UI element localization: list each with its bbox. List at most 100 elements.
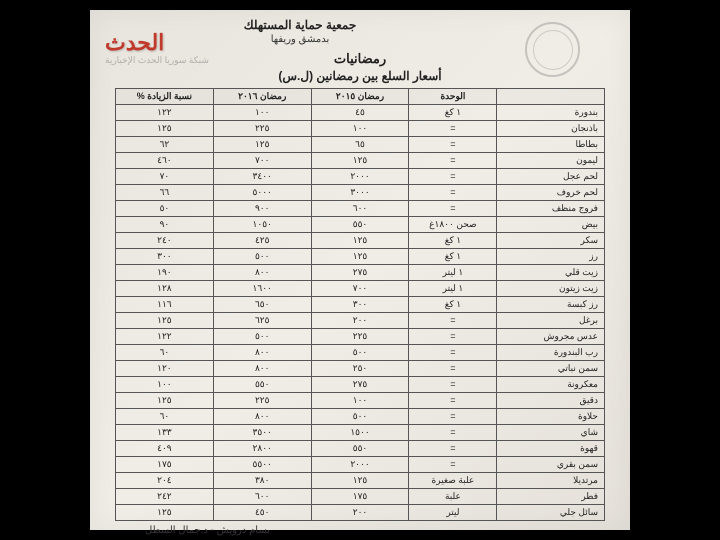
table-cell: ١٣٣: [116, 425, 214, 441]
table-cell: علبة صغيرة: [409, 473, 497, 489]
table-cell: ٤٥٠: [213, 505, 311, 521]
table-cell: ٢٥٠: [311, 361, 409, 377]
table-cell: زيت قلي: [497, 265, 605, 281]
table-cell: ١ ليتر: [409, 281, 497, 297]
table-cell: ٤٠٩: [116, 441, 214, 457]
table-row: رز١ كغ١٢٥٥٠٠٣٠٠: [116, 249, 605, 265]
table-cell: فروج منظف: [497, 201, 605, 217]
table-row: مرتديلاعلبة صغيرة١٢٥٣٨٠٢٠٤: [116, 473, 605, 489]
table-cell: ١٠٠: [116, 377, 214, 393]
document-page: الحدث شبكة سوريا الحدث الإخبارية جمعية ح…: [90, 10, 630, 530]
table-cell: سمن بقري: [497, 457, 605, 473]
table-cell: ١٢٥: [311, 473, 409, 489]
table-cell: ٢٠٠٠: [311, 457, 409, 473]
table-cell: =: [409, 457, 497, 473]
table-cell: شاي: [497, 425, 605, 441]
table-row: شاي=١٥٠٠٣٥٠٠١٣٣: [116, 425, 605, 441]
table-cell: ٤٢٥: [213, 233, 311, 249]
table-cell: ٨٠٠: [213, 361, 311, 377]
table-cell: ١٠٥٠: [213, 217, 311, 233]
table-cell: ١٧٥: [311, 489, 409, 505]
table-cell: ١٩٠: [116, 265, 214, 281]
table-cell: علبة: [409, 489, 497, 505]
table-cell: =: [409, 121, 497, 137]
table-cell: ٦٠: [116, 409, 214, 425]
table-cell: ٥٥٠: [213, 377, 311, 393]
table-cell: باذنجان: [497, 121, 605, 137]
table-cell: سمن نباتي: [497, 361, 605, 377]
table-cell: ١٥٠٠: [311, 425, 409, 441]
table-cell: =: [409, 169, 497, 185]
table-cell: عدس مجروش: [497, 329, 605, 345]
table-row: فروج منظف=٦٠٠٩٠٠٥٠: [116, 201, 605, 217]
table-cell: ٥٠٠: [311, 409, 409, 425]
table-row: بيضصحن ١٨٠٠غ٥٥٠١٠٥٠٩٠: [116, 217, 605, 233]
table-cell: ٦٠٠: [311, 201, 409, 217]
table-cell: ١٢٢: [116, 105, 214, 121]
table-cell: دقيق: [497, 393, 605, 409]
table-cell: ٢٨٠٠: [213, 441, 311, 457]
table-cell: ٨٠٠: [213, 409, 311, 425]
table-cell: =: [409, 137, 497, 153]
table-cell: ١٦٠٠: [213, 281, 311, 297]
table-cell: ٣٥٠٠: [213, 425, 311, 441]
table-cell: برغل: [497, 313, 605, 329]
table-cell: ٦٥٠: [213, 297, 311, 313]
table-row: معكرونة=٢٧٥٥٥٠١٠٠: [116, 377, 605, 393]
table-cell: بندورة: [497, 105, 605, 121]
table-cell: ١٢٥: [116, 313, 214, 329]
table-cell: رز: [497, 249, 605, 265]
table-row: سائل جليليتر٢٠٠٤٥٠١٢٥: [116, 505, 605, 521]
table-cell: =: [409, 329, 497, 345]
table-cell: ٦٥: [311, 137, 409, 153]
table-row: برغل=٢٠٠٦٢٥١٢٥: [116, 313, 605, 329]
table-row: فطرعلبة١٧٥٦٠٠٢٤٢: [116, 489, 605, 505]
table-row: لحم خروف=٣٠٠٠٥٠٠٠٦٦: [116, 185, 605, 201]
table-cell: ٢٠٠٠: [311, 169, 409, 185]
table-cell: ٧٠٠: [311, 281, 409, 297]
table-cell: ١٢٥: [311, 153, 409, 169]
table-cell: ٢٢٥: [213, 121, 311, 137]
table-cell: ١ ليتر: [409, 265, 497, 281]
table-cell: ١١٦: [116, 297, 214, 313]
table-cell: ٢٢٥: [311, 329, 409, 345]
table-cell: =: [409, 425, 497, 441]
table-cell: ٣٨٠: [213, 473, 311, 489]
table-cell: ٦٠٠: [213, 489, 311, 505]
table-row: قهوة=٥٥٠٢٨٠٠٤٠٩: [116, 441, 605, 457]
watermark-logo: الحدث: [105, 30, 164, 56]
table-cell: لحم عجل: [497, 169, 605, 185]
table-row: عدس مجروش=٢٢٥٥٠٠١٢٢: [116, 329, 605, 345]
table-row: رز كبسة١ كغ٣٠٠٦٥٠١١٦: [116, 297, 605, 313]
table-cell: ٢٢٥: [213, 393, 311, 409]
document-header: جمعية حماية المستهلك بدمشق وريفها: [115, 18, 485, 45]
table-cell: =: [409, 377, 497, 393]
table-row: بطاطا=٦٥١٢٥٦٢: [116, 137, 605, 153]
table-cell: ١٢٥: [116, 393, 214, 409]
table-cell: ١٢٠: [116, 361, 214, 377]
table-row: بندورة١ كغ٤٥١٠٠١٢٢: [116, 105, 605, 121]
table-row: لحم عجل=٢٠٠٠٣٤٠٠٧٠: [116, 169, 605, 185]
table-cell: =: [409, 393, 497, 409]
table-cell: ١٧٥: [116, 457, 214, 473]
table-cell: =: [409, 345, 497, 361]
table-cell: ١ كغ: [409, 233, 497, 249]
column-header-year2: رمضان ٢٠١٦: [213, 89, 311, 105]
table-cell: ليمون: [497, 153, 605, 169]
table-cell: ٢٠٠: [311, 505, 409, 521]
watermark-subtitle: شبكة سوريا الحدث الإخبارية: [105, 55, 209, 66]
table-cell: حلاوة: [497, 409, 605, 425]
table-cell: ١ كغ: [409, 105, 497, 121]
organization-location: بدمشق وريفها: [115, 34, 485, 45]
table-cell: لحم خروف: [497, 185, 605, 201]
table-cell: ٢٠٠: [311, 313, 409, 329]
document-subtitle: أسعار السلع بين رمضانين (ل.س): [115, 69, 605, 83]
table-cell: ٣٠٠: [116, 249, 214, 265]
table-cell: ٥٥٠: [311, 441, 409, 457]
table-cell: =: [409, 361, 497, 377]
table-cell: =: [409, 153, 497, 169]
table-cell: ١٠٠: [311, 121, 409, 137]
table-cell: ٢٠٤: [116, 473, 214, 489]
table-cell: سكر: [497, 233, 605, 249]
table-cell: رب البندورة: [497, 345, 605, 361]
